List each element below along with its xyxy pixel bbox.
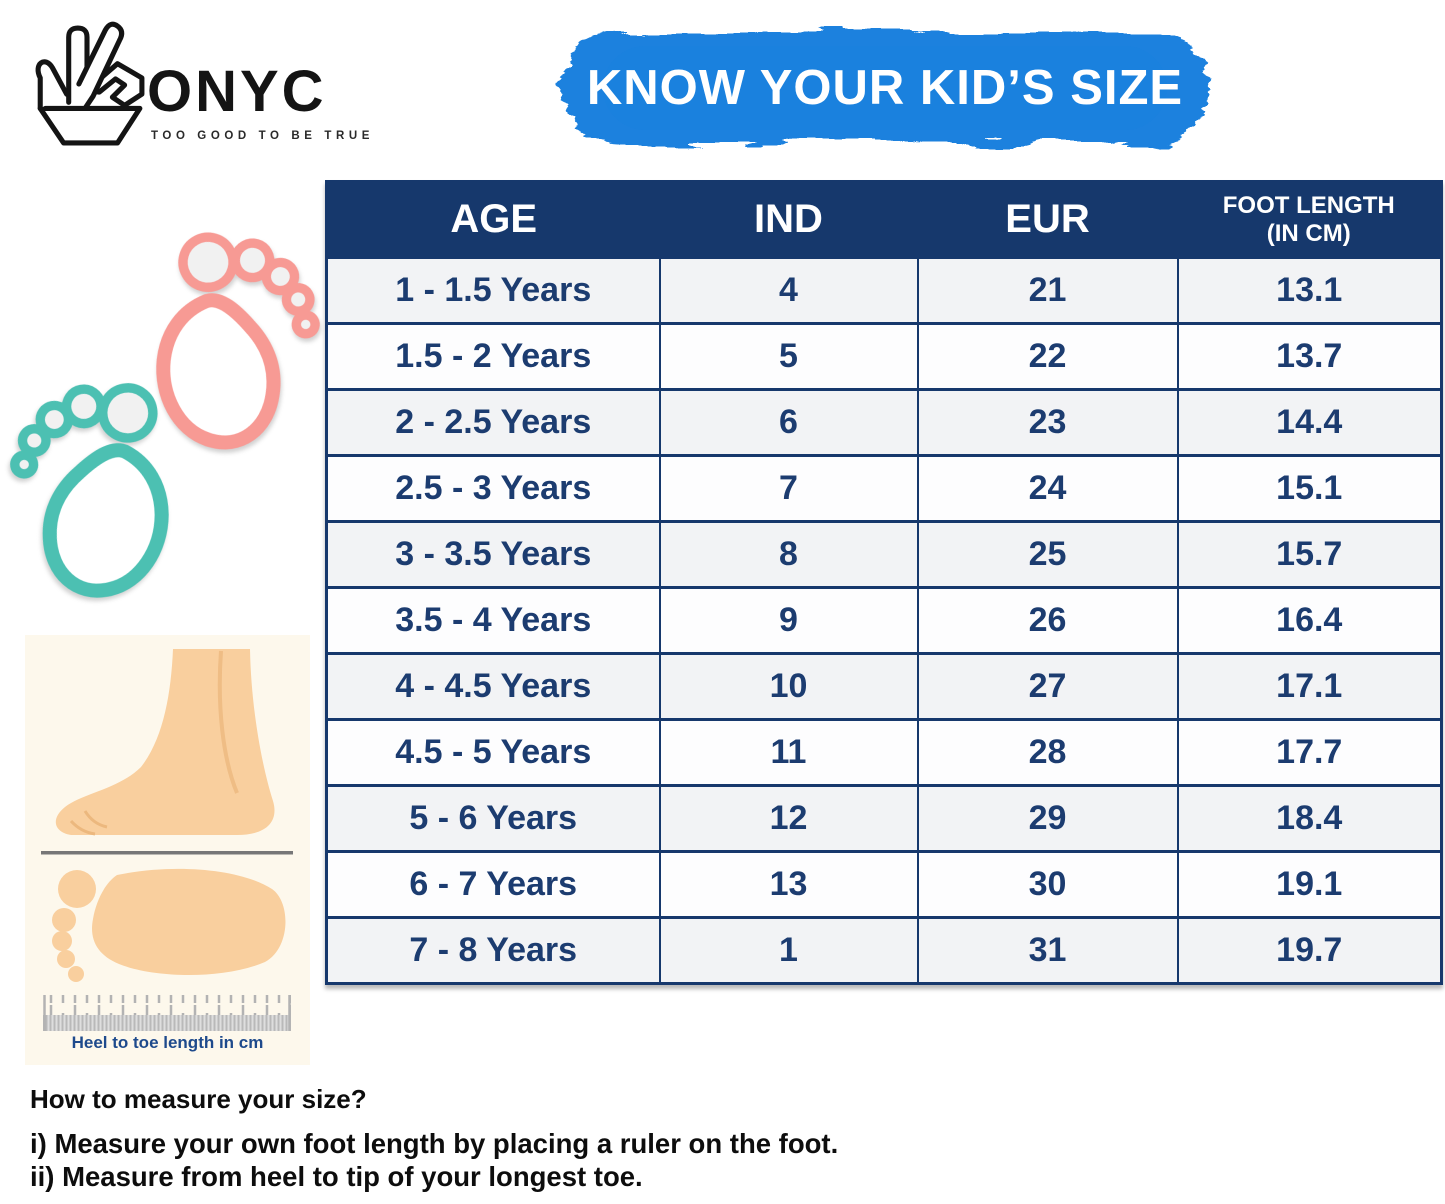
- ind-size-cell: 7: [658, 454, 919, 523]
- age-cell: 1.5 - 2 Years: [325, 322, 661, 391]
- eur-size-cell: 29: [916, 784, 1179, 853]
- foot-length-cell: 16.4: [1176, 586, 1443, 655]
- foot-length-cell: 17.7: [1176, 718, 1443, 787]
- table-row: 5 - 6 Years 12 29 18.4: [325, 784, 1443, 853]
- size-table: AGE IND EUR FOOT LENGTH (IN CM) 1 - 1.5 …: [325, 180, 1443, 985]
- age-cell: 2.5 - 3 Years: [325, 454, 661, 523]
- ruler-icon: [43, 995, 291, 1031]
- ind-size-cell: 9: [658, 586, 919, 655]
- brand-logo-icon: [35, 21, 145, 146]
- age-cell: 4.5 - 5 Years: [325, 718, 661, 787]
- table-row: 2 - 2.5 Years 6 23 14.4: [325, 388, 1443, 457]
- ind-size-cell: 13: [658, 850, 919, 919]
- page-title: KNOW YOUR KID’S SIZE: [586, 61, 1184, 115]
- foot-top-view-icon: [52, 868, 286, 982]
- table-row: 1.5 - 2 Years 5 22 13.7: [325, 322, 1443, 391]
- foot-length-cell: 13.1: [1176, 256, 1443, 325]
- header-eur: EUR: [917, 181, 1178, 258]
- instruction-step-2: ii) Measure from heel to tip of your lon…: [30, 1161, 643, 1192]
- table-row: 3.5 - 4 Years 9 26 16.4: [325, 586, 1443, 655]
- measure-illustration-panel: Heel to toe length in cm: [25, 635, 310, 1065]
- ruler-caption: Heel to toe length in cm: [71, 1033, 264, 1052]
- eur-size-cell: 30: [916, 850, 1179, 919]
- instructions: How to measure your size? i) Measure you…: [30, 1084, 838, 1193]
- age-cell: 3.5 - 4 Years: [325, 586, 661, 655]
- age-cell: 2 - 2.5 Years: [325, 388, 661, 457]
- table-row: 1 - 1.5 Years 4 21 13.1: [325, 256, 1443, 325]
- foot-length-cell: 14.4: [1176, 388, 1443, 457]
- brand-name: ONYC: [147, 59, 327, 124]
- instructions-heading: How to measure your size?: [30, 1084, 367, 1114]
- eur-size-cell: 21: [916, 256, 1179, 325]
- ind-size-cell: 4: [658, 256, 919, 325]
- eur-size-cell: 22: [916, 322, 1179, 391]
- foot-length-cell: 18.4: [1176, 784, 1443, 853]
- ground-line: [41, 851, 293, 855]
- baby-footprint-pink-icon: [156, 232, 320, 450]
- ind-size-cell: 1: [658, 916, 919, 985]
- table-row: 2.5 - 3 Years 7 24 15.1: [325, 454, 1443, 523]
- eur-size-cell: 28: [916, 718, 1179, 787]
- eur-size-cell: 23: [916, 388, 1179, 457]
- table-row: 4.5 - 5 Years 11 28 17.7: [325, 718, 1443, 787]
- ind-size-cell: 5: [658, 322, 919, 391]
- header-foot-length-line1: FOOT LENGTH: [1222, 191, 1395, 219]
- header-age: AGE: [326, 181, 660, 258]
- age-cell: 7 - 8 Years: [325, 916, 661, 985]
- foot-length-cell: 19.1: [1176, 850, 1443, 919]
- age-cell: 1 - 1.5 Years: [325, 256, 661, 325]
- age-cell: 4 - 4.5 Years: [325, 652, 661, 721]
- age-cell: 3 - 3.5 Years: [325, 520, 661, 589]
- header-foot-length-line2: (IN CM): [1266, 219, 1351, 247]
- size-table-body: 1 - 1.5 Years 4 21 13.1 1.5 - 2 Years 5 …: [325, 256, 1443, 985]
- foot-length-cell: 19.7: [1176, 916, 1443, 985]
- foot-length-cell: 15.1: [1176, 454, 1443, 523]
- foot-side-view-icon: [55, 649, 275, 836]
- brand-tagline: TOO GOOD TO BE TRUE: [151, 130, 375, 142]
- title-banner: KNOW YOUR KID’S SIZE: [533, 2, 1237, 174]
- baby-footprint-teal-icon: [10, 383, 169, 598]
- age-cell: 5 - 6 Years: [325, 784, 661, 853]
- table-row: 4 - 4.5 Years 10 27 17.1: [325, 652, 1443, 721]
- eur-size-cell: 31: [916, 916, 1179, 985]
- instruction-step-1: i) Measure your own foot length by placi…: [30, 1128, 839, 1159]
- table-row: 6 - 7 Years 13 30 19.1: [325, 850, 1443, 919]
- eur-size-cell: 26: [916, 586, 1179, 655]
- foot-measure-illustration: [41, 649, 293, 1031]
- foot-length-cell: 17.1: [1176, 652, 1443, 721]
- header-ind: IND: [659, 181, 918, 258]
- age-cell: 6 - 7 Years: [325, 850, 661, 919]
- ind-size-cell: 12: [658, 784, 919, 853]
- eur-size-cell: 24: [916, 454, 1179, 523]
- eur-size-cell: 25: [916, 520, 1179, 589]
- ind-size-cell: 8: [658, 520, 919, 589]
- ind-size-cell: 11: [658, 718, 919, 787]
- brush-stroke-shape: [561, 32, 1209, 144]
- ind-size-cell: 10: [658, 652, 919, 721]
- table-row: 7 - 8 Years 1 31 19.7: [325, 916, 1443, 985]
- header-foot-length: FOOT LENGTH (IN CM): [1177, 181, 1442, 258]
- foot-length-cell: 13.7: [1176, 322, 1443, 391]
- ind-size-cell: 6: [658, 388, 919, 457]
- eur-size-cell: 27: [916, 652, 1179, 721]
- foot-length-cell: 15.7: [1176, 520, 1443, 589]
- table-row: 3 - 3.5 Years 8 25 15.7: [325, 520, 1443, 589]
- size-table-header: AGE IND EUR FOOT LENGTH (IN CM): [326, 181, 1442, 258]
